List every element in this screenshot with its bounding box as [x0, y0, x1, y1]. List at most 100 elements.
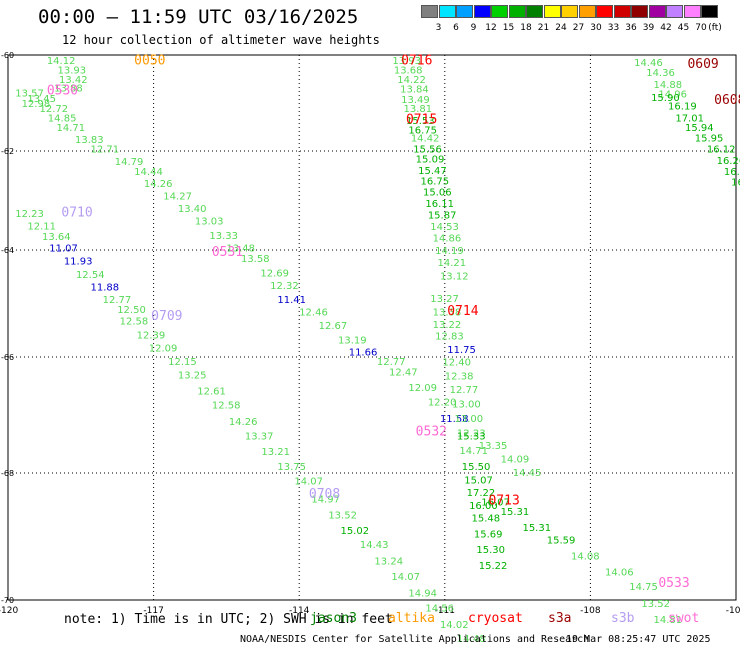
- wave-height-value: 15.95: [695, 134, 724, 145]
- wave-height-value: 13.00: [455, 414, 484, 425]
- timestamp: 19 Mar 08:25:47 UTC 2025: [566, 634, 711, 645]
- pass-time-label: 0609: [687, 57, 718, 72]
- wave-height-value: 15.31: [501, 507, 530, 518]
- colorbar-label: 18: [520, 23, 532, 33]
- wave-height-value: 15.06: [423, 188, 452, 199]
- wave-height-value: 14.27: [163, 192, 192, 203]
- colorbar-label: 21: [537, 23, 550, 33]
- wave-height-value: 12.77: [103, 295, 132, 306]
- wave-height-value: 11.88: [91, 282, 120, 293]
- wave-height-value: 15.31: [522, 523, 551, 534]
- wave-height-value: 12.20: [428, 398, 457, 409]
- colorbar-label: 39: [642, 23, 655, 33]
- wave-height-value: 13.81: [404, 104, 433, 115]
- wave-height-value: 15.69: [474, 529, 503, 540]
- wave-height-value: 13.93: [58, 65, 87, 76]
- wave-height-value: 13.24: [374, 557, 403, 568]
- pass-time-label: 0050: [134, 53, 165, 68]
- wave-height-value: 14.22: [397, 75, 426, 86]
- wave-height-value: 15.02: [340, 526, 369, 537]
- wave-height-value: 13.88: [54, 84, 83, 95]
- wave-height-value: 14.85: [48, 113, 77, 124]
- wave-height-value: 12.32: [270, 281, 299, 292]
- colorbar-label: 9: [470, 23, 477, 33]
- map-subtitle: 12 hour collection of altimeter wave hei…: [62, 33, 380, 47]
- wave-height-value: 16.07: [481, 498, 510, 509]
- wave-height-value: 12.83: [435, 332, 464, 343]
- pass-time-label: 0530: [47, 84, 78, 99]
- wave-height-value: 12.38: [445, 372, 474, 383]
- wave-height-value: 13.45: [27, 94, 56, 105]
- colorbar-swatch: [438, 5, 456, 18]
- colorbar-label: 33: [607, 23, 620, 33]
- wave-height-value: 17.22: [467, 488, 496, 499]
- colorbar-swatch: [508, 5, 526, 18]
- wave-height-value: 12.61: [197, 387, 226, 398]
- wave-height-value: 15.53: [406, 116, 435, 127]
- footer-note: note: 1) Time is in UTC; 2) SWH is in fe…: [64, 612, 393, 627]
- wave-height-value: 13.83: [75, 135, 104, 146]
- wave-height-value: 13.58: [241, 254, 270, 265]
- wave-height-value: 17.01: [675, 113, 704, 124]
- wave-height-value: 12.46: [299, 308, 328, 319]
- pass-time-label: 0533: [658, 576, 689, 591]
- wave-height-value: 12.98: [22, 99, 51, 110]
- wave-height-value: 14.07: [391, 572, 420, 583]
- lon-tick-label: -120: [0, 606, 18, 616]
- wave-height-value: 15.47: [418, 166, 447, 177]
- wave-height-value: 13.75: [277, 462, 306, 473]
- wave-height-value: 16.12: [707, 145, 736, 156]
- satellite-legend-swot: swot: [668, 611, 700, 626]
- pass-time-label: 0708: [309, 487, 340, 502]
- map-frame: [7, 54, 737, 601]
- wave-height-value: 13.37: [245, 431, 274, 442]
- colorbar-label: 70: [695, 23, 707, 33]
- wave-height-value: 12.72: [40, 104, 69, 115]
- colorbar-label: 6: [453, 23, 459, 33]
- wave-height-value: 14.53: [430, 222, 459, 233]
- wave-height-value: 14.96: [658, 89, 687, 100]
- wave-height-value: 16.26: [717, 156, 740, 167]
- wave-height-value: 14.12: [47, 56, 76, 67]
- pass-time-label: 0608: [714, 93, 740, 108]
- pass-time-label: 0709: [151, 309, 182, 324]
- wave-height-value: 14.26: [229, 417, 258, 428]
- wave-height-value: 14.44: [134, 167, 163, 178]
- wave-height-value: 14.71: [57, 123, 86, 134]
- colorbar-label: 27: [572, 23, 585, 33]
- wave-height-value: 13.38: [433, 308, 462, 319]
- credit-line: NOAA/NESDIS Center for Satellite Applica…: [240, 634, 590, 645]
- colorbar-label: 24: [555, 23, 567, 33]
- lon-tick-label: -114: [289, 606, 310, 616]
- wave-height-value: 11.66: [349, 348, 378, 359]
- colorbar-swatch: [596, 5, 613, 18]
- wave-height-value: 13.22: [433, 320, 462, 331]
- wave-height-value: 14.42: [411, 134, 440, 145]
- colorbar-swatch: [543, 5, 561, 18]
- wave-height-value: 13.52: [328, 510, 357, 521]
- wave-height-value: 13.42: [59, 75, 88, 86]
- wave-height-value: 13.93: [392, 56, 421, 67]
- pass-time-label: 0716: [401, 53, 432, 68]
- colorbar-label: 42: [660, 23, 672, 33]
- satellite-legend-cryosat: cryosat: [468, 611, 523, 626]
- wave-height-value: 14.19: [435, 246, 464, 257]
- wave-height-value: 12.67: [319, 321, 348, 332]
- wave-height-value: 14.45: [513, 468, 542, 479]
- wave-height-value: 14.46: [634, 58, 663, 69]
- wave-height-value: 12.40: [442, 358, 471, 369]
- satellite-legend-jason3: jason3: [310, 611, 357, 626]
- wave-height-value: 15.22: [479, 561, 508, 572]
- colorbar-unit: (ft): [708, 23, 722, 33]
- colorbar-label: 36: [625, 23, 637, 33]
- wave-height-value: 12.23: [15, 209, 44, 220]
- wave-height-value: 12.39: [137, 331, 166, 342]
- wave-height-value: 14.48: [457, 634, 486, 645]
- lon-tick-label: -111: [435, 606, 455, 616]
- wave-height-value: 15.59: [547, 536, 576, 547]
- lon-tick-label: -117: [143, 606, 163, 616]
- colorbar-swatch: [613, 5, 631, 18]
- lat-tick-label: -70: [1, 596, 14, 605]
- wave-height-value: 11.07: [49, 244, 78, 255]
